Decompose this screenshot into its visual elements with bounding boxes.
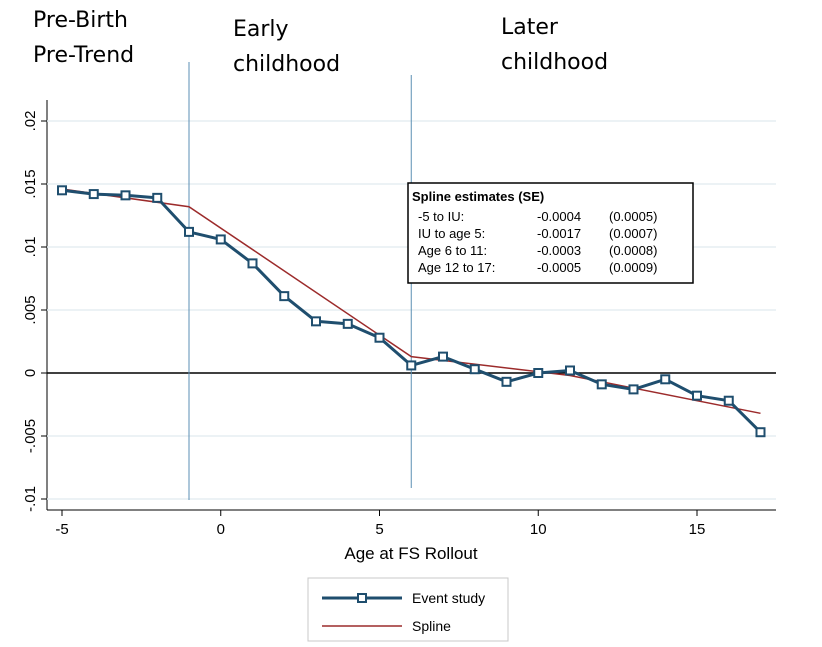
estimate-row-label: Age 6 to 11:	[418, 243, 487, 258]
estimate-row-label: Age 12 to 17:	[418, 260, 495, 275]
estimates-box-rows: -5 to IU: -0.0004 (0.0005) IU to age 5: -0.0…	[418, 209, 657, 275]
legend-event-study-label: Event study	[412, 590, 485, 606]
y-tick-label: .015	[22, 169, 39, 198]
event-study-point	[438, 351, 448, 362]
estimate-row-label: -5 to IU:	[418, 209, 464, 224]
event-study-point	[469, 364, 480, 375]
event-study-point	[184, 226, 194, 237]
y-tick-label: 0	[22, 369, 39, 377]
y-tick-label: -.01	[22, 486, 39, 512]
event-study-point	[152, 192, 163, 203]
event-study-point	[533, 368, 544, 378]
event-study-markers	[57, 185, 766, 438]
x-tick-label: 15	[689, 521, 706, 538]
legend-frame	[307, 577, 509, 642]
event-study-point	[723, 395, 734, 406]
estimate-row-value: -0.0004	[537, 209, 581, 224]
y-tick-label: .005	[22, 295, 39, 324]
estimates-box-frame	[407, 182, 694, 284]
event-study-point	[565, 365, 575, 376]
y-tick-label: -.005	[22, 419, 39, 453]
event-study-point	[660, 374, 671, 385]
region-label-pre-birth-line1: Pre-Birth	[33, 8, 128, 33]
estimate-row-se: (0.0005)	[609, 209, 657, 224]
y-axis-ticks: -.01 -.005 0 .005 .01 .015 .02	[22, 111, 47, 512]
estimate-row-se: (0.0008)	[609, 243, 657, 258]
x-tick-label: -5	[55, 521, 68, 538]
estimates-box-title: Spline estimates (SE)	[412, 189, 544, 204]
event-study-point	[88, 189, 99, 200]
region-label-early-line2: childhood	[233, 52, 340, 77]
event-study-point	[215, 234, 226, 245]
estimate-row-label: IU to age 5:	[418, 226, 485, 241]
event-study-point	[279, 291, 290, 302]
estimate-row-value: -0.0005	[537, 260, 581, 275]
estimates-box: Spline estimates (SE) -5 to IU: -0.0004 (0…	[407, 182, 694, 284]
estimate-row-se: (0.0007)	[609, 226, 657, 241]
x-tick-label: 0	[217, 521, 225, 538]
estimate-row-value: -0.0017	[537, 226, 581, 241]
x-axis-ticks: -5 0 5 10 15	[55, 510, 705, 538]
y-tick-label: .01	[22, 237, 39, 258]
event-study-point	[342, 318, 353, 329]
region-label-later-line2: childhood	[501, 50, 608, 75]
event-study-point	[311, 316, 321, 327]
legend-event-study-marker	[357, 593, 367, 603]
event-study-point	[57, 185, 67, 196]
x-tick-label: 5	[375, 521, 383, 538]
event-study-point	[501, 376, 512, 387]
event-study-point	[374, 332, 385, 343]
region-label-pre-birth-line2: Pre-Trend	[33, 43, 134, 68]
region-labels: Pre-Birth Pre-Trend Early childhood Late…	[33, 8, 608, 77]
region-label-early-line1: Early	[233, 17, 289, 42]
x-tick-label: 10	[530, 521, 547, 538]
estimate-row-se: (0.0009)	[609, 260, 657, 275]
event-study-point	[406, 360, 417, 371]
y-tick-label: .02	[22, 111, 39, 132]
x-axis-title: Age at FS Rollout	[344, 544, 478, 563]
event-study-point	[628, 384, 639, 395]
event-study-point	[120, 190, 131, 201]
legend: Event study Spline	[307, 577, 509, 642]
estimate-row-value: -0.0003	[537, 243, 581, 258]
event-study-point	[692, 390, 702, 401]
event-study-point	[596, 379, 607, 390]
event-study-point	[247, 258, 258, 269]
event-study-point	[755, 427, 766, 438]
region-label-later-line1: Later	[501, 15, 559, 40]
legend-spline-label: Spline	[412, 618, 451, 634]
